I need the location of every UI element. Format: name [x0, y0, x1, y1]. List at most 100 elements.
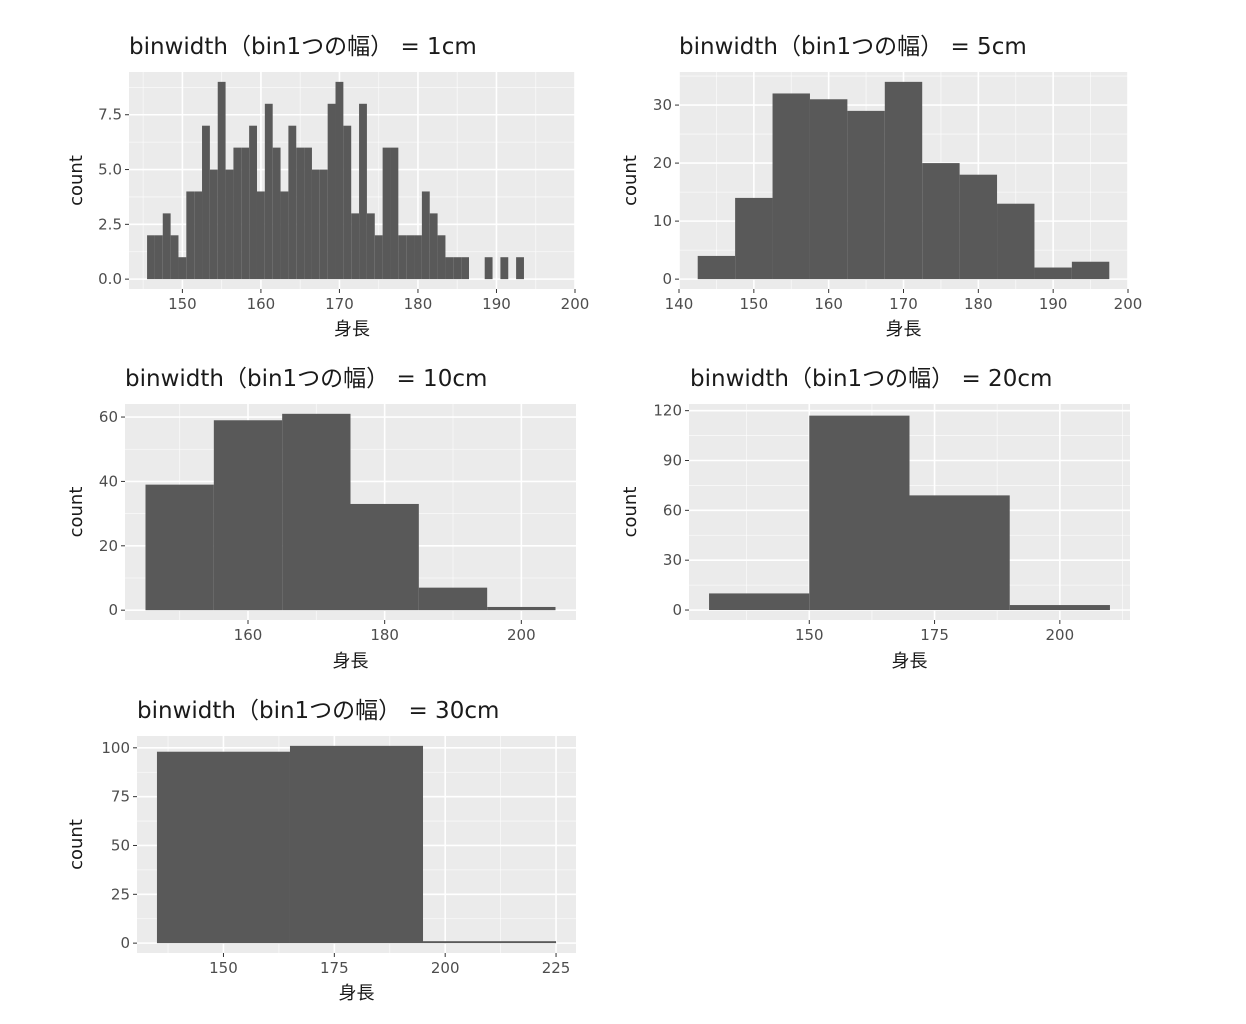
- histogram-bar: [884, 81, 923, 280]
- panel-title: binwidth（bin1つの幅） = 10cm: [125, 366, 487, 392]
- histogram-bar: [1034, 267, 1072, 280]
- x-tick-label: 200: [1114, 295, 1143, 313]
- histogram-bar: [225, 169, 234, 280]
- histogram-bar: [922, 163, 960, 280]
- histogram-bar: [241, 147, 250, 280]
- histogram-bar: [418, 587, 488, 611]
- histogram-bar: [735, 197, 773, 280]
- y-tick-label: 60: [99, 408, 118, 426]
- histogram-bar: [145, 484, 214, 611]
- histogram-bar: [350, 503, 419, 611]
- x-tick-label: 150: [209, 959, 238, 977]
- x-tick-label: 160: [814, 295, 843, 313]
- x-tick-label: 225: [542, 959, 571, 977]
- y-tick-label: 5.0: [98, 161, 122, 179]
- histogram-bar: [429, 213, 438, 280]
- y-tick-label: 40: [99, 472, 118, 490]
- x-tick-label: 140: [665, 295, 694, 313]
- histogram-bar: [423, 941, 557, 944]
- x-tick-label: 200: [507, 626, 536, 644]
- histogram-bar: [709, 593, 810, 611]
- histogram-bar: [487, 606, 556, 611]
- histogram-bar: [772, 93, 810, 280]
- y-tick-label: 7.5: [98, 106, 122, 124]
- histogram-bar: [154, 235, 163, 280]
- histogram-bar: [264, 103, 273, 280]
- histogram-bar: [335, 81, 344, 280]
- histogram-bar: [351, 213, 360, 280]
- y-tick-label: 90: [663, 451, 682, 469]
- histogram-bar: [202, 125, 210, 280]
- x-tick-label: 190: [1039, 295, 1068, 313]
- histogram-bar: [414, 235, 422, 280]
- panel-title: binwidth（bin1つの幅） = 30cm: [137, 698, 499, 724]
- histogram-panel-2: 140 150 160 170 180 190 200 0 10 20 30 binwidth（bin…: [620, 34, 1142, 340]
- histogram-bar: [461, 257, 469, 280]
- histogram-bar: [209, 169, 218, 280]
- y-tick-label: 2.5: [98, 215, 122, 233]
- histogram-panel-5: 150 175 200 225 0 25 50 75 100 binwidth（bin1つの幅） …: [66, 698, 576, 1004]
- x-tick-label: 160: [234, 626, 263, 644]
- y-tick-label: 0.0: [98, 270, 122, 288]
- histogram-bar: [282, 413, 351, 611]
- histogram-bar: [909, 495, 1010, 611]
- histogram-bar: [1009, 605, 1110, 611]
- histogram-bar: [997, 203, 1035, 280]
- y-tick-label: 10: [653, 212, 672, 230]
- histogram-bar: [359, 103, 367, 280]
- histogram-bar: [178, 257, 187, 280]
- histogram-bar: [398, 235, 407, 280]
- x-tick-label: 150: [740, 295, 769, 313]
- x-tick-label: 200: [431, 959, 460, 977]
- histogram-bar: [186, 191, 195, 280]
- y-axis-title: count: [66, 819, 87, 870]
- histogram-bar: [311, 169, 320, 280]
- x-tick-label: 170: [889, 295, 918, 313]
- y-tick-label: 120: [653, 402, 682, 420]
- histogram-bar: [213, 420, 283, 611]
- x-tick-label: 150: [168, 295, 197, 313]
- y-tick-label: 75: [111, 788, 130, 806]
- histogram-bar: [156, 751, 290, 944]
- x-axis-title: 身長: [333, 651, 369, 672]
- histogram-bar: [147, 235, 155, 280]
- histogram-panel-1: 150 160 170 180 190 200 0.0 2.5 5.0 7.5 binwidth（b…: [66, 34, 589, 340]
- histogram-bar: [194, 191, 203, 280]
- x-tick-label: 190: [482, 295, 511, 313]
- histogram-bar: [421, 191, 430, 280]
- x-tick-label: 175: [320, 959, 349, 977]
- x-tick-label: 150: [795, 626, 824, 644]
- y-tick-label: 0: [120, 934, 130, 952]
- y-tick-label: 20: [653, 154, 672, 172]
- y-tick-label: 50: [111, 836, 130, 854]
- x-tick-label: 160: [247, 295, 276, 313]
- y-tick-label: 0: [662, 270, 672, 288]
- x-tick-label: 200: [561, 295, 590, 313]
- panel-title: binwidth（bin1つの幅） = 20cm: [690, 366, 1052, 392]
- y-tick-label: 30: [663, 551, 682, 569]
- histogram-bar: [304, 147, 312, 280]
- histogram-bar: [162, 213, 171, 280]
- x-tick-label: 180: [964, 295, 993, 313]
- histogram-bar: [280, 191, 289, 280]
- histogram-bar: [170, 235, 179, 280]
- y-axis-title: count: [66, 155, 87, 206]
- y-tick-label: 0: [672, 601, 682, 619]
- histogram-bar: [809, 99, 848, 280]
- histogram-bar: [233, 147, 242, 280]
- histogram-bar: [288, 125, 297, 280]
- histogram-bar: [249, 125, 257, 280]
- histogram-bar: [327, 103, 336, 280]
- histogram-bar: [445, 257, 454, 280]
- histogram-bar: [390, 147, 399, 280]
- histogram-bar: [382, 147, 391, 280]
- panel-title: binwidth（bin1つの幅） = 5cm: [679, 34, 1027, 60]
- y-tick-label: 20: [99, 537, 118, 555]
- panel-title: binwidth（bin1つの幅） = 1cm: [129, 34, 477, 60]
- histogram-bar: [697, 255, 736, 280]
- histogram-panel-4: 150 175 200 0 30 60 90 120 binwidth（bin1つの幅） = 2…: [620, 366, 1130, 672]
- histogram-panel-3: 160 180 200 0 20 40 60 binwidth（bin1つの幅） = 10cm…: [66, 366, 576, 672]
- y-tick-label: 25: [111, 885, 130, 903]
- histogram-bar: [484, 257, 493, 280]
